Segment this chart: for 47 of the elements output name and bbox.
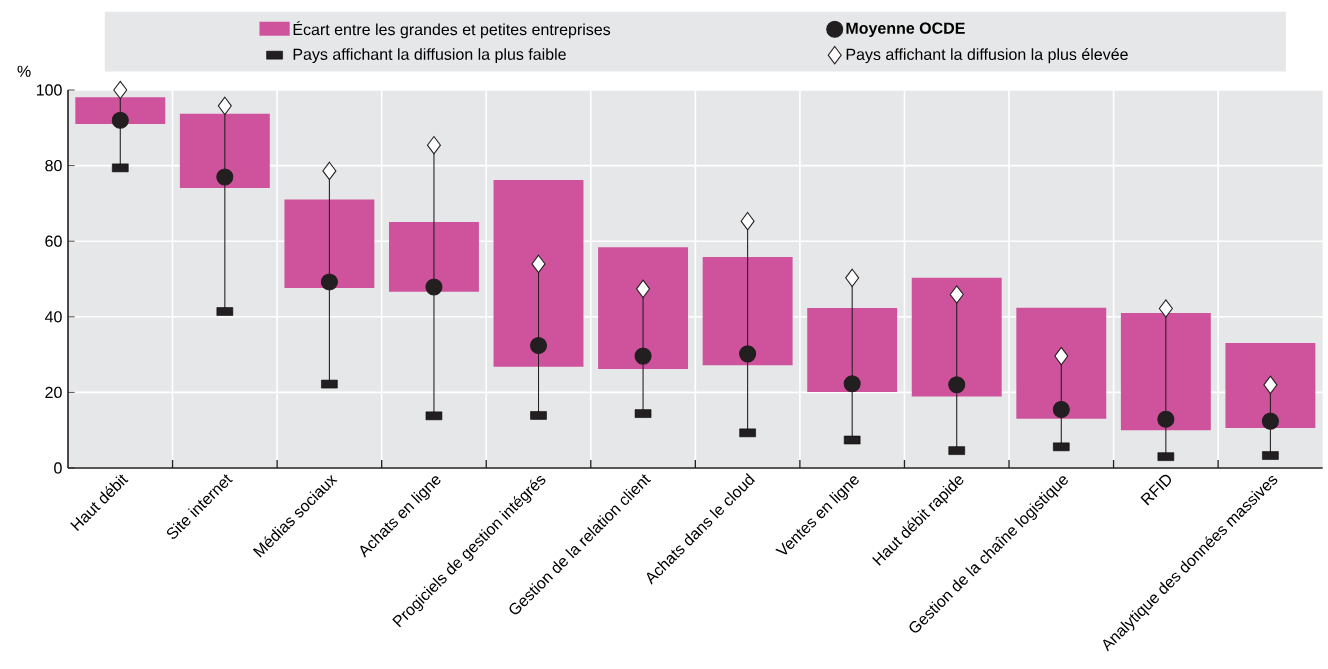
point	[217, 96, 232, 116]
point	[426, 135, 441, 155]
legend-label: Moyenne OCDE	[846, 22, 965, 37]
y-axis-title: %	[17, 65, 31, 77]
point	[1052, 400, 1070, 418]
point	[1157, 410, 1175, 428]
y-tick-label: 100	[36, 84, 62, 96]
point	[634, 347, 652, 365]
y-tick-label: 60	[45, 235, 62, 247]
point	[949, 285, 964, 304]
point	[1158, 299, 1173, 318]
point	[636, 279, 651, 299]
y-tick-label: 40	[44, 311, 62, 323]
bar	[911, 277, 1002, 397]
y-tick-label: 20	[45, 386, 62, 399]
legend-label: Pays affichant la diffusion la plus élevée	[846, 48, 1128, 64]
point	[845, 268, 860, 288]
point	[843, 375, 861, 393]
point	[529, 337, 548, 355]
bar	[1016, 307, 1107, 419]
legend-label: Écart entre les grandes et petites entreprises	[293, 21, 611, 39]
legend-label: Pays affichant la diffusion la plus faible	[293, 48, 566, 64]
bar	[1120, 313, 1211, 431]
bar	[284, 199, 375, 289]
point	[739, 345, 757, 363]
point	[111, 111, 129, 129]
bar	[807, 308, 898, 393]
point	[531, 254, 546, 274]
point	[113, 80, 128, 100]
bar	[598, 247, 689, 369]
bar	[493, 179, 584, 367]
point	[740, 211, 755, 231]
y-tick-label: 0	[54, 462, 62, 474]
point	[320, 273, 338, 291]
bar	[179, 113, 270, 188]
bar	[1225, 342, 1316, 428]
bar	[388, 221, 479, 292]
point	[1261, 412, 1279, 430]
point	[1263, 375, 1278, 395]
point	[425, 278, 443, 296]
point	[322, 161, 337, 181]
point	[948, 376, 966, 394]
point	[1054, 346, 1069, 366]
y-tick-label: 80	[45, 159, 62, 172]
bar	[702, 257, 793, 366]
bar	[75, 97, 166, 125]
point	[216, 168, 234, 186]
